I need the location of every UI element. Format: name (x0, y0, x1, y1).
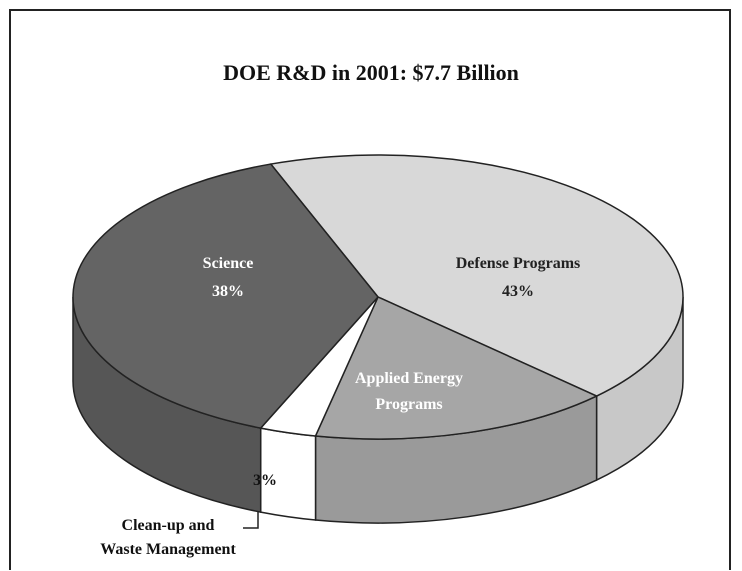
slice-value-defense-programs: 43% (502, 283, 534, 300)
slice-label-applied-energy-line2: Programs (375, 396, 442, 413)
chart-title: DOE R&D in 2001: $7.7 Billion (223, 60, 519, 85)
slice-value-science: 38% (212, 283, 244, 300)
cleanup-callout-line (243, 512, 259, 529)
slice-label-applied-energy-line1: Applied Energy (355, 370, 463, 387)
slice-label-defense-programs: Defense Programs (456, 255, 581, 272)
pie-labels: Defense Programs 43% Science 38% Applied… (100, 255, 580, 558)
pie-slice-science (72, 163, 379, 429)
slice-label-cleanup-line1: Clean-up and (122, 517, 215, 534)
slice-value-cleanup: 3% (253, 472, 277, 489)
pie-slice-applied-energy-programs (314, 296, 599, 440)
pie-tops (72, 154, 684, 440)
slice-label-cleanup-line2: Waste Management (100, 541, 236, 558)
slice-label-science: Science (203, 255, 254, 272)
pie-slice-defense-programs (269, 154, 684, 397)
